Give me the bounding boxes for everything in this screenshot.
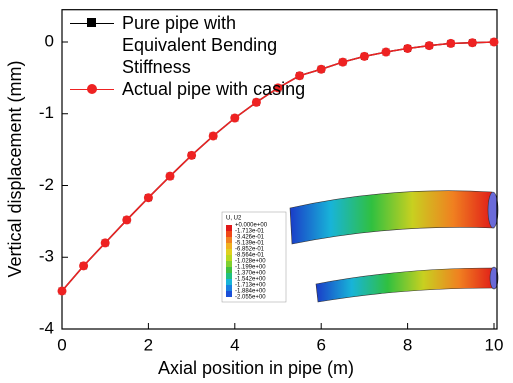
x-tick-label: 2 xyxy=(144,335,153,354)
inset-title: U, U2 xyxy=(226,216,242,222)
marker xyxy=(425,41,434,50)
legend-item: Pure pipe with Equivalent Bending Stiffn… xyxy=(70,12,312,78)
x-tick-label: 8 xyxy=(403,335,412,354)
marker xyxy=(58,286,67,295)
y-tick-label: 0 xyxy=(45,31,54,50)
y-tick-label: -1 xyxy=(39,103,54,122)
legend-marker xyxy=(87,84,97,94)
inset-color-band xyxy=(226,231,232,237)
marker xyxy=(187,151,196,160)
y-tick-label: -4 xyxy=(39,318,54,337)
legend-label: Pure pipe with Equivalent Bending Stiffn… xyxy=(122,12,312,78)
marker xyxy=(230,114,239,123)
marker xyxy=(317,65,326,74)
marker xyxy=(490,37,499,46)
marker xyxy=(338,58,347,67)
x-tick-label: 4 xyxy=(230,335,239,354)
inset-color-band xyxy=(226,243,232,249)
marker xyxy=(79,261,88,270)
inset-color-band xyxy=(226,255,232,261)
legend-item: Actual pipe with casing xyxy=(70,78,312,100)
legend-marker xyxy=(87,18,96,27)
x-axis-label: Axial position in pipe (m) xyxy=(158,358,354,378)
x-tick-label: 10 xyxy=(485,335,504,354)
marker xyxy=(144,193,153,202)
page: {"chart_data":{"type":"line", "xlabel":"… xyxy=(0,0,513,383)
x-tick-label: 0 xyxy=(57,335,66,354)
marker xyxy=(209,131,218,140)
y-tick-label: -3 xyxy=(39,247,54,266)
y-tick-label: -2 xyxy=(39,175,54,194)
marker xyxy=(122,215,131,224)
inset-color-band xyxy=(226,261,232,267)
y-axis-label: Vertical displacement (mm) xyxy=(5,60,25,277)
x-tick-label: 6 xyxy=(316,335,325,354)
marker xyxy=(382,48,391,57)
inset-color-band xyxy=(226,273,232,279)
marker xyxy=(403,44,412,53)
inset-color-band xyxy=(226,225,232,231)
marker xyxy=(360,52,369,61)
marker xyxy=(468,38,477,47)
inset-label: -2.055e+00 xyxy=(235,295,266,301)
inset-color-band xyxy=(226,285,232,291)
inset-color-band xyxy=(226,279,232,285)
inset-color-band xyxy=(226,291,232,297)
marker xyxy=(101,238,110,247)
legend: Pure pipe with Equivalent Bending Stiffn… xyxy=(70,12,312,100)
inset-color-band xyxy=(226,237,232,243)
inset-color-band xyxy=(226,267,232,273)
inset-color-band xyxy=(226,249,232,255)
marker xyxy=(446,39,455,48)
legend-label: Actual pipe with casing xyxy=(122,78,312,100)
marker xyxy=(166,172,175,181)
